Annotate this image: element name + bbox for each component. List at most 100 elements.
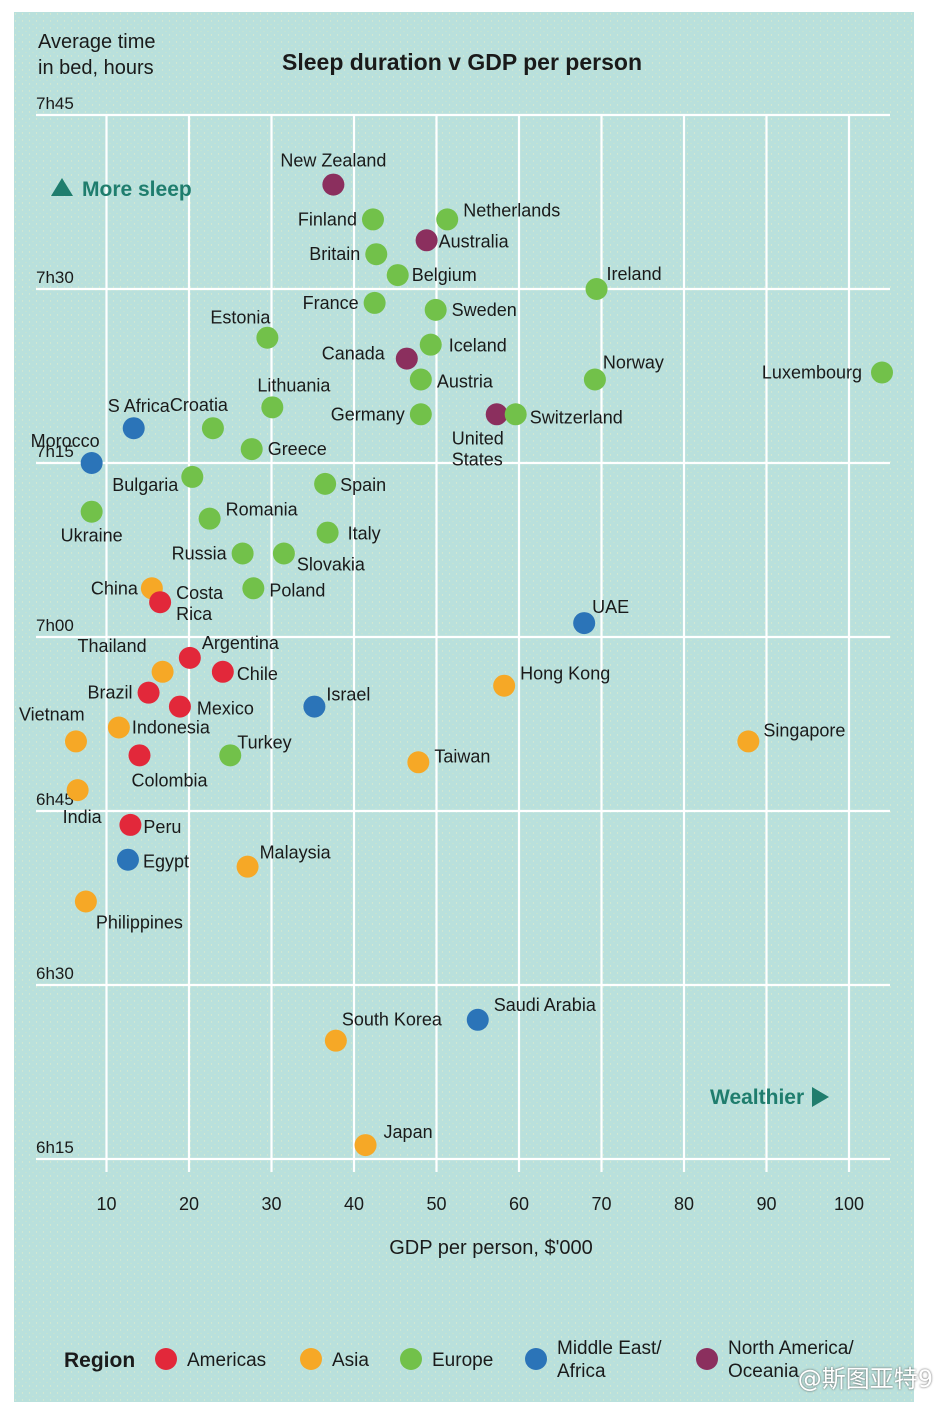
label-ireland: Ireland: [607, 264, 662, 284]
point-south-korea: [324, 1029, 347, 1052]
legend-label-naoc: North America/Oceania: [728, 1338, 854, 1382]
x-tick-label: 40: [344, 1194, 364, 1214]
label-thailand: Thailand: [78, 636, 147, 656]
point-mexico: [168, 695, 191, 718]
point-australia: [415, 229, 438, 252]
label-russia: Russia: [172, 543, 228, 563]
point-belgium: [386, 264, 409, 287]
point-italy: [316, 521, 339, 544]
label-argentina: Argentina: [202, 633, 280, 653]
legend-swatch-asia: [300, 1348, 322, 1370]
legend-label-asia: Asia: [332, 1350, 369, 1371]
label-philippines: Philippines: [96, 912, 183, 932]
label-hong-kong: Hong Kong: [520, 664, 610, 684]
y-axis-label-line-1: Average time: [38, 31, 155, 53]
label-egypt: Egypt: [143, 852, 189, 872]
point-luxembourg: [871, 361, 893, 384]
point-netherlands: [436, 208, 459, 231]
y-axis-label-line-2: in bed, hours: [38, 57, 154, 79]
label-turkey: Turkey: [237, 732, 291, 752]
point-malaysia: [236, 855, 259, 878]
point-costa-rica: [149, 591, 172, 614]
y-tick-label: 7h15: [36, 442, 74, 461]
point-ireland: [585, 278, 608, 300]
label-iceland: Iceland: [449, 336, 507, 356]
label-s-africa: S Africa: [108, 396, 171, 416]
point-japan: [354, 1134, 377, 1157]
label-chile: Chile: [237, 664, 278, 684]
y-tick-label: 7h45: [36, 94, 74, 113]
point-egypt: [116, 848, 139, 871]
point-chile: [211, 660, 234, 683]
label-croatia: Croatia: [170, 395, 229, 415]
point-germany: [409, 403, 432, 426]
axes: 7h45 7h30 7h15 7h00 6h45 6h30 6h15 10 20 30 40 50 60…: [36, 94, 864, 1214]
point-morocco: [80, 452, 103, 474]
data-points: [64, 173, 893, 1157]
point-ukraine: [80, 500, 103, 523]
label-netherlands: Netherlands: [463, 200, 560, 220]
label-indonesia: Indonesia: [132, 717, 211, 737]
more-sleep-label: More sleep: [82, 178, 192, 201]
label-vietnam: Vietnam: [19, 704, 85, 724]
point-uae: [573, 612, 596, 635]
point-estonia: [256, 326, 279, 349]
label-morocco: Morocco: [31, 431, 100, 451]
x-tick-label: 90: [756, 1194, 776, 1214]
label-germany: Germany: [331, 404, 405, 424]
label-singapore: Singapore: [763, 720, 845, 740]
point-slovakia: [272, 542, 295, 565]
label-austria: Austria: [437, 371, 494, 391]
label-australia: Australia: [439, 231, 510, 251]
label-south-korea: South Korea: [342, 1010, 443, 1030]
y-tick-label: 7h30: [36, 268, 74, 287]
label-estonia: Estonia: [210, 308, 271, 328]
x-axis-label: GDP per person, $'000: [389, 1237, 593, 1259]
label-united-states: United States: [452, 428, 504, 469]
label-china: China: [91, 578, 139, 598]
up-triangle-icon: [51, 178, 73, 196]
watermark: @斯图亚特9: [797, 1365, 933, 1393]
y-tick-label: 6h30: [36, 964, 74, 983]
label-india: India: [63, 807, 103, 827]
point-thailand: [151, 660, 174, 683]
point-croatia: [201, 417, 224, 440]
label-peru: Peru: [143, 817, 181, 837]
label-bulgaria: Bulgaria: [112, 475, 179, 495]
y-tick-label: 6h45: [36, 790, 74, 809]
label-norway: Norway: [603, 352, 664, 372]
label-costa-rica: Costa Rica: [176, 583, 224, 624]
x-tick-label: 30: [261, 1194, 281, 1214]
x-tick-label: 100: [834, 1194, 864, 1214]
chart-panel: 7h45 7h30 7h15 7h00 6h45 6h30 6h15 10 20 30 40 50 60…: [14, 12, 914, 1402]
legend-swatch-americas: [155, 1348, 177, 1370]
point-s-africa: [122, 417, 145, 440]
label-colombia: Colombia: [132, 770, 209, 790]
x-tick-label: 20: [179, 1194, 199, 1214]
legend-swatch-mideast: [525, 1348, 547, 1370]
label-poland: Poland: [269, 580, 325, 600]
point-spain: [314, 472, 337, 495]
point-bulgaria: [181, 465, 204, 488]
label-ukraine: Ukraine: [61, 526, 123, 546]
x-tick-label: 60: [509, 1194, 529, 1214]
point-switzerland: [504, 403, 527, 426]
legend-label-americas: Americas: [187, 1350, 266, 1371]
label-italy: Italy: [348, 524, 381, 544]
legend-swatch-europe: [400, 1348, 422, 1370]
label-britain: Britain: [309, 244, 360, 264]
point-britain: [365, 243, 388, 266]
point-indonesia: [107, 716, 130, 739]
wealthier-annotation: Wealthier: [710, 1086, 829, 1109]
label-lithuania: Lithuania: [257, 375, 331, 395]
point-russia: [231, 542, 254, 565]
point-turkey: [219, 744, 242, 767]
label-sweden: Sweden: [452, 300, 517, 320]
point-france: [363, 291, 386, 314]
right-triangle-icon: [812, 1087, 829, 1107]
y-tick-label: 6h15: [36, 1138, 74, 1157]
label-japan: Japan: [384, 1122, 433, 1142]
point-sweden: [424, 298, 447, 321]
label-saudi-arabia: Saudi Arabia: [494, 995, 597, 1015]
legend: Region Americas Asia Europe Middle East/Afr…: [64, 1338, 854, 1382]
